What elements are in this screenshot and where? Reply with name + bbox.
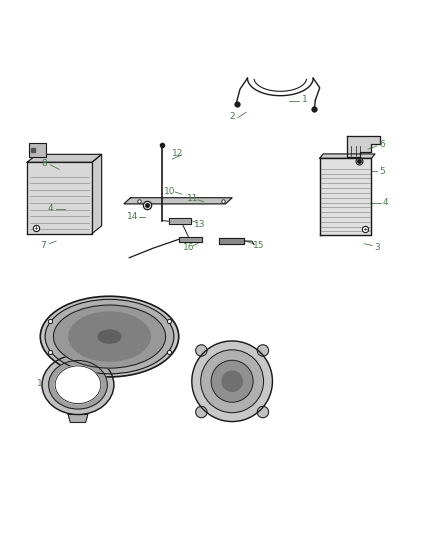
Text: 3: 3: [374, 243, 381, 252]
Polygon shape: [347, 136, 380, 157]
Text: 1: 1: [301, 95, 307, 104]
Polygon shape: [179, 237, 202, 242]
Text: 8: 8: [41, 159, 47, 168]
Text: 22: 22: [67, 331, 78, 340]
Text: 4: 4: [383, 198, 388, 207]
Text: 20: 20: [93, 385, 104, 394]
Ellipse shape: [69, 312, 150, 361]
Polygon shape: [320, 154, 375, 158]
Polygon shape: [68, 415, 88, 423]
Ellipse shape: [53, 305, 166, 368]
Text: 15: 15: [253, 241, 264, 250]
Circle shape: [196, 406, 207, 418]
Circle shape: [201, 350, 264, 413]
Polygon shape: [124, 198, 232, 204]
Text: 5: 5: [379, 166, 385, 175]
Text: 7: 7: [40, 241, 46, 250]
Text: 12: 12: [172, 149, 183, 158]
Polygon shape: [219, 238, 244, 244]
Ellipse shape: [45, 300, 174, 374]
Circle shape: [257, 345, 268, 356]
Text: 18: 18: [253, 363, 264, 372]
Circle shape: [222, 371, 242, 391]
Ellipse shape: [40, 296, 179, 377]
Text: 14: 14: [127, 212, 138, 221]
Circle shape: [211, 360, 253, 402]
Polygon shape: [27, 155, 102, 162]
Circle shape: [192, 341, 272, 422]
Text: 4: 4: [48, 204, 53, 213]
Polygon shape: [169, 219, 191, 223]
Polygon shape: [320, 158, 371, 235]
Text: 16: 16: [183, 243, 194, 252]
Ellipse shape: [49, 360, 107, 409]
Text: 11: 11: [187, 194, 198, 203]
Polygon shape: [92, 155, 102, 233]
Text: 2: 2: [230, 112, 235, 121]
Circle shape: [257, 406, 268, 418]
Text: 13: 13: [194, 220, 205, 229]
Circle shape: [196, 345, 207, 356]
Ellipse shape: [98, 330, 121, 343]
Text: 6: 6: [379, 140, 385, 149]
Ellipse shape: [42, 355, 114, 415]
Ellipse shape: [55, 366, 101, 403]
Text: 19: 19: [37, 379, 49, 389]
Text: 21: 21: [257, 388, 268, 397]
Text: 10: 10: [164, 187, 176, 196]
FancyBboxPatch shape: [29, 142, 46, 157]
Polygon shape: [27, 162, 92, 233]
